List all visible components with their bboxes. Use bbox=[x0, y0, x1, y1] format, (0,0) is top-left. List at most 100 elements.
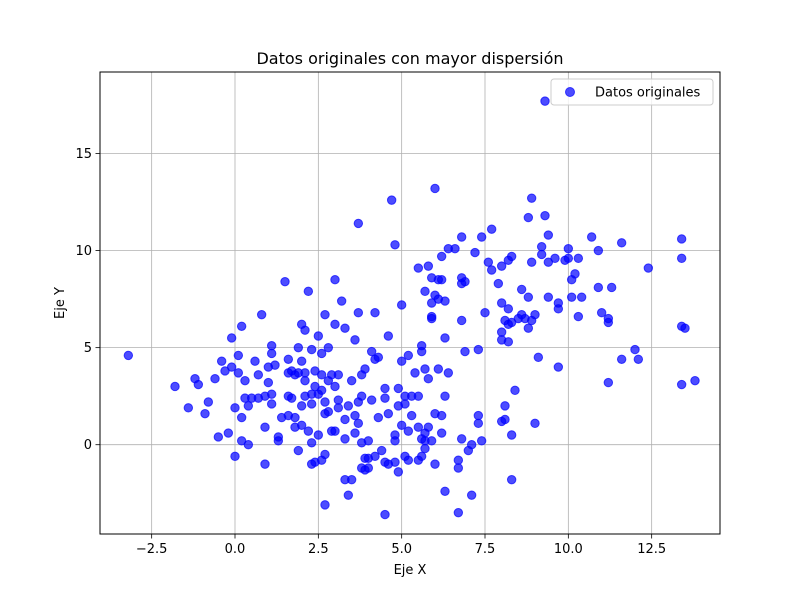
scatter-point bbox=[200, 408, 210, 419]
scatter-point bbox=[296, 401, 307, 411]
scatter-point bbox=[363, 436, 374, 446]
scatter-point bbox=[223, 428, 234, 438]
scatter-point bbox=[233, 350, 244, 361]
legend-box bbox=[550, 78, 714, 106]
scatter-point bbox=[243, 401, 254, 411]
scatter-point bbox=[630, 344, 640, 355]
chart-title: Datos originales con mayor dispersión bbox=[256, 49, 563, 68]
x-tick-label: 10.0 bbox=[554, 542, 583, 557]
scatter-point bbox=[460, 346, 470, 357]
scatter-point bbox=[316, 370, 327, 380]
scatter-point bbox=[283, 354, 294, 364]
legend-label: Datos originales bbox=[595, 86, 701, 101]
scatter-point bbox=[690, 375, 700, 386]
legend: Datos originales bbox=[550, 78, 714, 106]
scatter-point bbox=[496, 327, 507, 337]
scatter-point bbox=[416, 451, 427, 462]
scatter-point bbox=[376, 445, 387, 456]
scatter-point bbox=[573, 311, 584, 322]
scatter-point bbox=[453, 507, 464, 518]
scatter-point bbox=[330, 319, 340, 330]
scatter-point bbox=[370, 451, 380, 462]
scatter-point bbox=[466, 490, 477, 500]
scatter-point bbox=[496, 298, 507, 308]
scatter-point bbox=[523, 292, 534, 302]
legend-marker bbox=[565, 87, 575, 97]
scatter-point bbox=[596, 308, 607, 318]
scatter-point bbox=[340, 323, 350, 333]
scatter-point bbox=[470, 247, 480, 258]
scatter-point bbox=[306, 344, 317, 355]
scatter-point bbox=[300, 375, 310, 386]
scatter-point bbox=[303, 286, 314, 297]
scatter-point bbox=[256, 309, 267, 320]
scatter-point bbox=[496, 261, 507, 271]
scatter-point bbox=[333, 403, 344, 413]
scatter-point bbox=[286, 393, 297, 403]
scatter-point bbox=[393, 383, 404, 394]
scatter-point bbox=[616, 354, 627, 364]
scatter-point bbox=[383, 408, 394, 419]
scatter-point bbox=[553, 298, 564, 308]
scatter-point bbox=[570, 269, 580, 279]
scatter-point bbox=[433, 364, 444, 374]
y-axis-label: Eje Y bbox=[53, 287, 68, 319]
scatter-point bbox=[293, 445, 304, 456]
scatter-point bbox=[586, 232, 597, 242]
scatter-point bbox=[413, 422, 424, 432]
scatter-point bbox=[253, 370, 264, 380]
scatter-point bbox=[123, 350, 134, 361]
scatter-point bbox=[416, 346, 427, 357]
scatter-point bbox=[353, 218, 364, 229]
scatter-point bbox=[343, 490, 354, 500]
scatter-point bbox=[440, 391, 450, 401]
scatter-point bbox=[540, 210, 550, 221]
scatter-point bbox=[226, 333, 237, 343]
scatter-point bbox=[353, 308, 364, 318]
x-tick-label: 12.5 bbox=[637, 542, 666, 557]
scatter-point bbox=[510, 385, 520, 396]
scatter-point bbox=[316, 385, 327, 396]
scatter-point bbox=[440, 296, 450, 306]
scatter-point bbox=[370, 308, 380, 318]
scatter-point bbox=[303, 426, 314, 436]
scatter-point bbox=[403, 350, 414, 361]
scatter-point bbox=[386, 195, 397, 205]
x-tick-label: 7.5 bbox=[475, 542, 496, 557]
scatter-point bbox=[400, 399, 410, 409]
scatter-point bbox=[426, 436, 437, 446]
scatter-point bbox=[616, 238, 627, 248]
scatter-point bbox=[440, 486, 450, 496]
scatter-point bbox=[260, 459, 270, 469]
scatter-point bbox=[170, 381, 180, 392]
scatter-point bbox=[396, 300, 407, 310]
scatter-point bbox=[366, 395, 377, 405]
scatter-point bbox=[500, 414, 510, 425]
scatter-point bbox=[420, 286, 430, 297]
scatter-point bbox=[440, 333, 450, 343]
scatter-point bbox=[676, 234, 687, 244]
scatter-point bbox=[406, 410, 417, 421]
scatter-point bbox=[540, 96, 550, 106]
scatter-point bbox=[530, 418, 540, 429]
data-points bbox=[123, 96, 700, 520]
y-tick-label: 5 bbox=[84, 341, 92, 356]
scatter-point bbox=[230, 451, 240, 462]
scatter-point bbox=[383, 331, 394, 341]
scatter-point bbox=[413, 263, 424, 273]
scatter-point bbox=[270, 360, 280, 370]
y-tick-label: 15 bbox=[75, 147, 92, 162]
scatter-point bbox=[526, 257, 537, 267]
scatter-point bbox=[450, 243, 460, 254]
scatter-point bbox=[373, 352, 384, 363]
scatter-point bbox=[316, 348, 327, 359]
scatter-point bbox=[423, 261, 434, 271]
scatter-point bbox=[240, 375, 250, 386]
scatter-point bbox=[280, 276, 290, 287]
scatter-point bbox=[430, 183, 440, 194]
scatter-point bbox=[500, 401, 510, 411]
scatter-point bbox=[676, 253, 687, 264]
x-tick-label: 0.0 bbox=[225, 542, 246, 557]
scatter-point bbox=[430, 459, 440, 469]
x-tick-label: 2.5 bbox=[308, 542, 329, 557]
